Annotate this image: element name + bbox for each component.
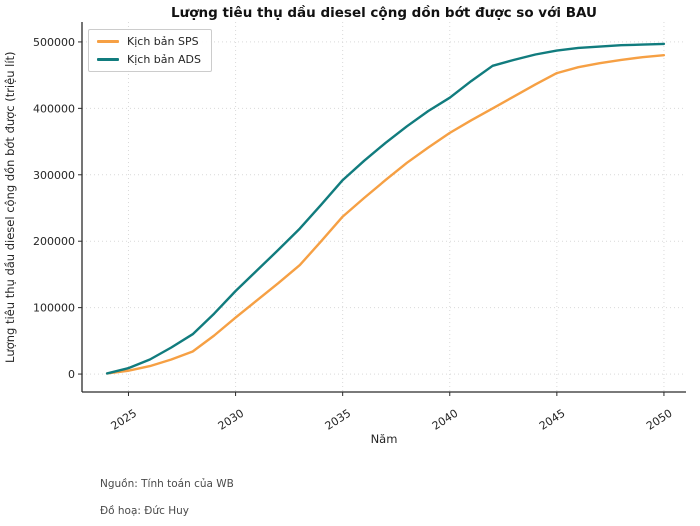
series-line-ads bbox=[105, 42, 666, 375]
x-tick-label: 2025 bbox=[109, 407, 140, 433]
x-tick-label: 2050 bbox=[644, 407, 675, 433]
sps-line-swatch-icon bbox=[97, 40, 119, 43]
source-note: Nguồn: Tính toán của WB bbox=[100, 478, 234, 490]
x-tick-label: 2035 bbox=[323, 407, 354, 433]
legend-item-ads: Kịch bản ADS bbox=[97, 53, 201, 66]
credit-note: Đồ hoạ: Đức Huy bbox=[100, 505, 189, 517]
ads-line-swatch-icon bbox=[97, 58, 119, 61]
y-tick-label: 200000 bbox=[33, 235, 75, 248]
x-axis-title: Năm bbox=[370, 432, 398, 446]
legend-label-sps: Kịch bản SPS bbox=[127, 35, 199, 48]
legend: Kịch bản SPS Kịch bản ADS bbox=[88, 29, 212, 72]
legend-label-ads: Kịch bản ADS bbox=[127, 53, 201, 66]
y-tick-label: 500000 bbox=[33, 36, 75, 49]
y-tick-label: 0 bbox=[68, 368, 75, 381]
chart-title: Lượng tiêu thụ dầu diesel cộng dồn bớt đ… bbox=[171, 5, 597, 21]
series-line-sps bbox=[105, 54, 666, 375]
legend-item-sps: Kịch bản SPS bbox=[97, 35, 201, 48]
y-tick-label: 400000 bbox=[33, 102, 75, 115]
x-tick-label: 2040 bbox=[430, 407, 461, 433]
y-axis-title: Lượng tiêu thụ dầu diesel cộng dồn bớt đ… bbox=[3, 51, 17, 363]
x-tick-label: 2045 bbox=[537, 407, 568, 433]
x-tick-label: 2030 bbox=[216, 407, 247, 433]
y-tick-label: 300000 bbox=[33, 169, 75, 182]
y-tick-label: 100000 bbox=[33, 302, 75, 315]
